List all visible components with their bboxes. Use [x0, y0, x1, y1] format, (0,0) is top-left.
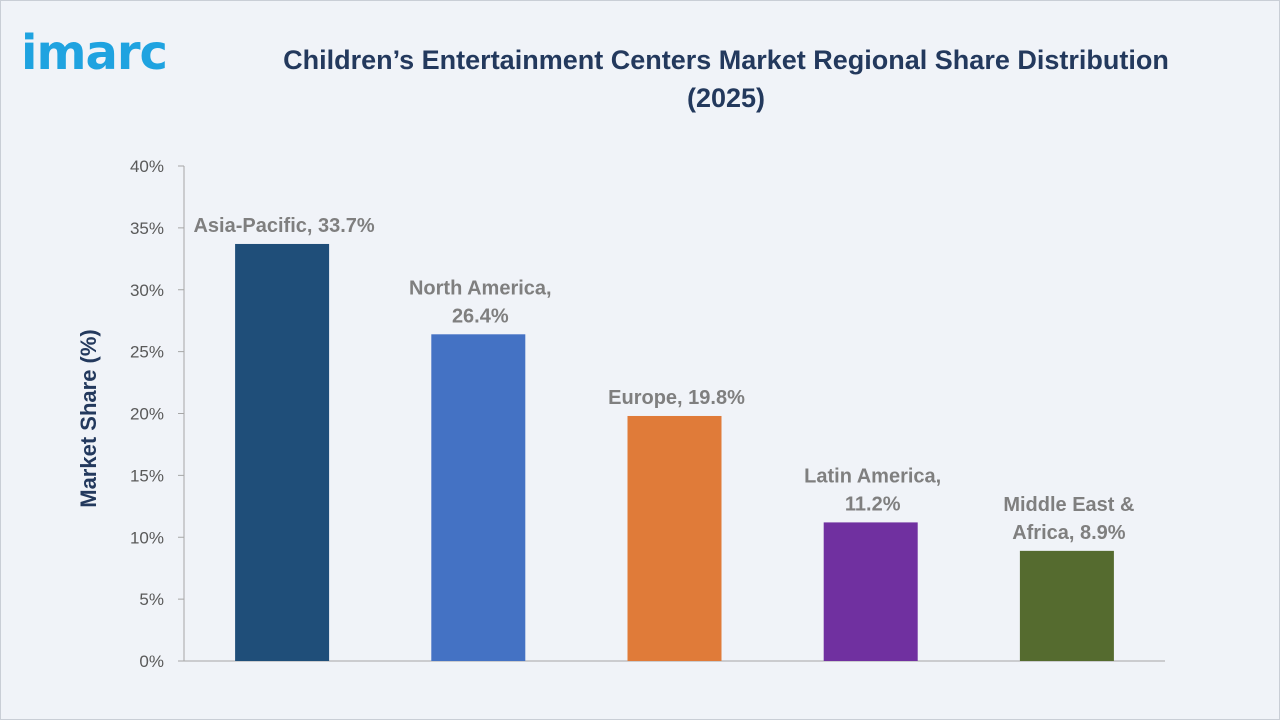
chart-title: Children’s Entertainment Centers Market …	[231, 41, 1221, 117]
data-label: Europe, 19.8%	[608, 387, 745, 409]
data-label: Africa, 8.9%	[1012, 522, 1126, 544]
chart-title-line-2: (2025)	[686, 83, 766, 113]
y-tick-label: 40%	[130, 157, 164, 176]
bar	[823, 522, 918, 661]
y-tick-label: 15%	[130, 466, 164, 485]
data-label: North America,	[409, 277, 552, 299]
data-label: Middle East &	[1003, 494, 1134, 516]
y-tick-label: 5%	[139, 590, 164, 609]
y-tick-label: 20%	[130, 405, 164, 424]
bar	[627, 415, 722, 661]
y-tick-label: 35%	[130, 219, 164, 238]
y-tick-label: 30%	[130, 281, 164, 300]
bar	[1019, 550, 1114, 661]
data-label: 26.4%	[452, 305, 509, 327]
y-axis-title: Market Share (%)	[76, 329, 101, 508]
y-tick-label: 10%	[130, 528, 164, 547]
data-label: 11.2%	[845, 493, 901, 515]
data-label: Latin America,	[804, 465, 941, 487]
imarc-logo: imarc	[21, 25, 168, 81]
data-label: Asia-Pacific, 33.7%	[193, 215, 374, 237]
bar	[235, 243, 330, 661]
bar	[431, 334, 526, 661]
chart-title-line-1: Children’s Entertainment Centers Market …	[283, 45, 1169, 75]
y-tick-label: 0%	[139, 652, 164, 671]
y-tick-label: 25%	[130, 343, 164, 362]
